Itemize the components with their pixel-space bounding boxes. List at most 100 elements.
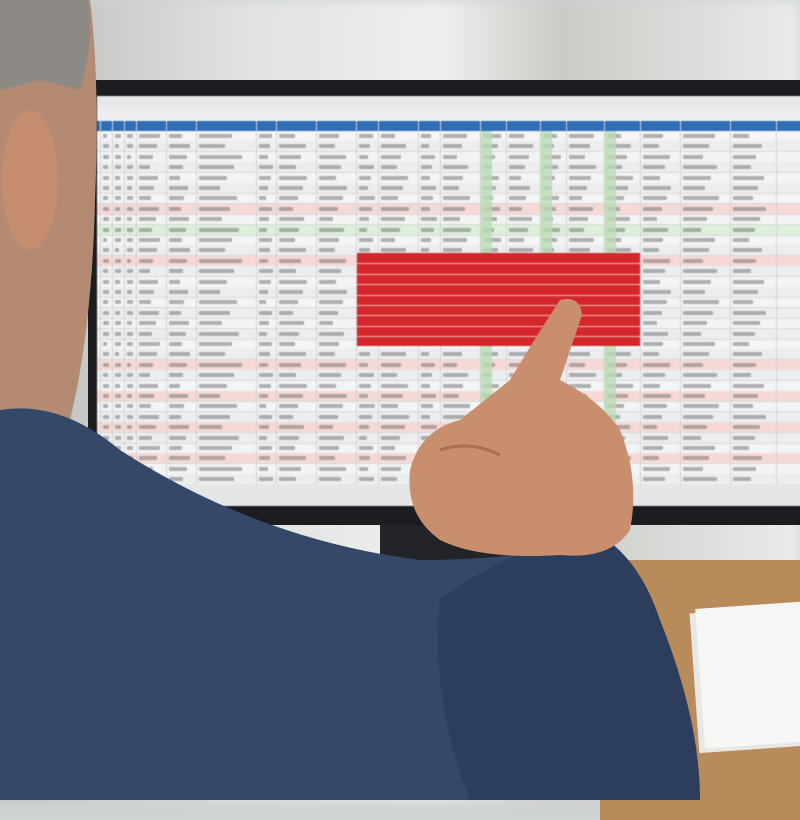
table-cell[interactable] [103, 279, 109, 284]
table-cell[interactable] [319, 290, 348, 294]
table-cell[interactable] [381, 175, 408, 180]
table-cell[interactable] [569, 373, 596, 378]
table-cell[interactable] [279, 321, 305, 326]
table-cell[interactable] [381, 248, 407, 253]
table-cell[interactable] [683, 269, 717, 274]
table-cell[interactable] [381, 477, 397, 482]
table-cell[interactable] [359, 144, 371, 149]
table-cell[interactable] [733, 175, 764, 180]
table-cell[interactable] [127, 290, 132, 294]
table-cell[interactable] [199, 290, 220, 294]
table-cell[interactable] [199, 456, 225, 461]
table-cell[interactable] [683, 310, 713, 315]
table-cell[interactable] [103, 394, 109, 398]
table-cell[interactable] [103, 248, 109, 253]
table-cell[interactable] [319, 165, 341, 170]
table-cell[interactable] [421, 425, 437, 430]
table-cell[interactable] [359, 477, 374, 482]
table-cell[interactable] [199, 362, 242, 367]
table-cell[interactable] [381, 414, 410, 419]
table-cell[interactable] [421, 383, 430, 388]
table-cell[interactable] [509, 144, 534, 149]
table-cell[interactable] [683, 362, 703, 367]
table-cell[interactable] [421, 227, 434, 232]
table-cell[interactable] [199, 466, 242, 471]
table-cell[interactable] [683, 352, 709, 357]
table-cell[interactable] [443, 134, 467, 138]
table-cell[interactable] [643, 373, 665, 378]
table-cell[interactable] [381, 394, 403, 398]
table-cell[interactable] [169, 279, 180, 284]
table-cell[interactable] [569, 238, 595, 242]
table-cell[interactable] [319, 456, 335, 461]
table-cell[interactable] [139, 248, 157, 253]
table-cell[interactable] [443, 362, 457, 367]
table-cell[interactable] [115, 290, 121, 294]
table-cell[interactable] [509, 227, 528, 232]
table-cell[interactable] [509, 134, 524, 138]
table-cell[interactable] [139, 186, 155, 190]
table-cell[interactable] [259, 321, 270, 326]
table-cell[interactable] [643, 269, 665, 274]
table-cell[interactable] [607, 186, 629, 190]
table-cell[interactable] [569, 217, 589, 222]
table-cell[interactable] [139, 435, 152, 440]
table-cell[interactable] [683, 258, 703, 263]
table-cell[interactable] [443, 206, 465, 211]
table-cell[interactable] [259, 134, 273, 138]
table-cell[interactable] [199, 477, 235, 482]
table-cell[interactable] [139, 310, 160, 315]
table-cell[interactable] [279, 175, 308, 180]
table-cell[interactable] [443, 165, 469, 170]
table-cell[interactable] [643, 477, 665, 482]
table-cell[interactable] [127, 238, 133, 242]
table-cell[interactable] [279, 435, 300, 440]
table-cell[interactable] [103, 196, 109, 201]
table-cell[interactable] [359, 154, 368, 159]
table-cell[interactable] [643, 196, 667, 201]
table-cell[interactable] [683, 414, 713, 419]
table-cell[interactable] [169, 227, 186, 232]
table-cell[interactable] [279, 394, 303, 398]
table-cell[interactable] [139, 165, 150, 170]
table-cell[interactable] [199, 300, 237, 305]
table-cell[interactable] [279, 154, 301, 159]
table-cell[interactable] [169, 446, 182, 450]
table-cell[interactable] [103, 310, 109, 315]
table-cell[interactable] [127, 269, 133, 274]
table-cell[interactable] [115, 342, 121, 346]
table-cell[interactable] [319, 186, 348, 190]
table-cell[interactable] [259, 175, 271, 180]
table-cell[interactable] [139, 414, 160, 419]
table-cell[interactable] [279, 446, 295, 450]
table-cell[interactable] [569, 248, 590, 253]
table-cell[interactable] [359, 362, 368, 367]
table-cell[interactable] [199, 373, 235, 378]
table-cell[interactable] [319, 144, 335, 149]
table-cell[interactable] [421, 394, 436, 398]
table-cell[interactable] [643, 362, 670, 367]
table-cell[interactable] [733, 456, 762, 461]
table-cell[interactable] [319, 154, 346, 159]
table-cell[interactable] [319, 342, 340, 346]
table-cell[interactable] [381, 154, 402, 159]
table-cell[interactable] [381, 217, 405, 222]
table-cell[interactable] [643, 227, 669, 232]
table-cell[interactable] [509, 165, 525, 170]
table-cell[interactable] [381, 165, 397, 170]
table-cell[interactable] [733, 217, 761, 222]
table-cell[interactable] [733, 404, 753, 409]
table-cell[interactable] [259, 435, 267, 440]
table-cell[interactable] [115, 279, 120, 284]
table-cell[interactable] [139, 217, 156, 222]
table-cell[interactable] [683, 175, 711, 180]
table-cell[interactable] [127, 300, 133, 305]
table-cell[interactable] [139, 373, 150, 378]
table-cell[interactable] [127, 186, 132, 190]
table-cell[interactable] [733, 154, 757, 159]
table-cell[interactable] [127, 258, 132, 263]
table-cell[interactable] [733, 310, 766, 315]
table-cell[interactable] [733, 425, 761, 430]
table-cell[interactable] [359, 435, 367, 440]
table-cell[interactable] [279, 258, 301, 263]
